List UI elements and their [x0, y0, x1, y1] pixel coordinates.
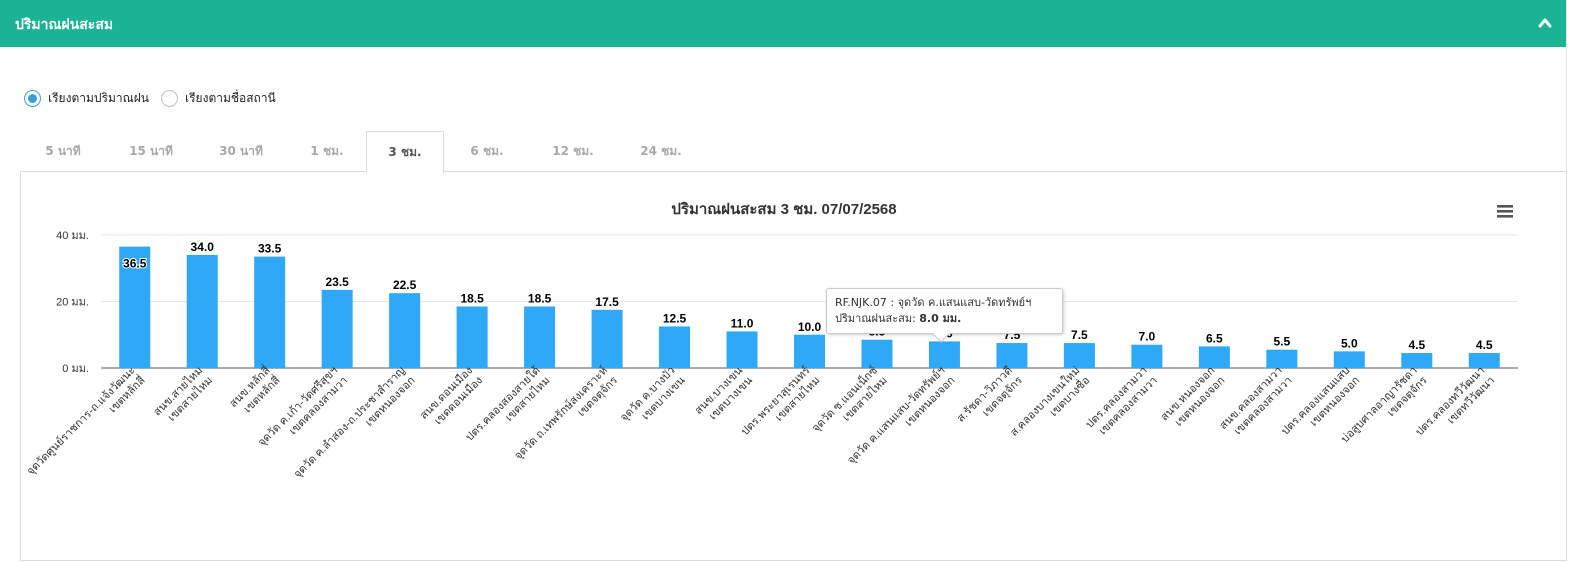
y-tick-label: 20 มม. — [56, 297, 89, 309]
panel-header: ปริมาณฝนสะสม — [0, 0, 1566, 47]
sort-by-rainfall-radio[interactable]: เรียงตามปริมาณฝน — [24, 88, 149, 108]
bar[interactable] — [186, 254, 218, 368]
bar[interactable] — [1198, 346, 1230, 368]
data-label: 4.5 — [1476, 338, 1493, 352]
y-tick-label: 40 มม. — [56, 230, 89, 242]
data-label: 10.0 — [798, 320, 822, 334]
tooltip-station: RF.NJK.07 : จุดวัด ค.แสนแสบ-วัดทรัพย์ฯ — [835, 296, 1032, 309]
chart-container: ปริมาณฝนสะสม 3 ชม. 07/07/2568 0 มม. 20 มม… — [20, 171, 1567, 561]
radio-button[interactable] — [161, 89, 178, 107]
tab-1-hour[interactable]: 1 ชม. — [310, 144, 344, 158]
x-tick-label: ปตร.พระยาสุเรนทร์เขตสายไหม — [738, 364, 822, 438]
radio-button[interactable] — [24, 89, 41, 107]
bar[interactable] — [1333, 351, 1365, 368]
data-label: 18.5 — [528, 291, 552, 305]
data-label: 4.5 — [1408, 338, 1425, 352]
bar[interactable] — [861, 339, 893, 368]
x-tick-label: ส.คลองบางเขนใหม่เขตบางซื่อ — [1007, 364, 1092, 439]
bar[interactable] — [524, 306, 556, 368]
data-label: 17.5 — [595, 295, 619, 309]
chart-title: ปริมาณฝนสะสม 3 ชม. 07/07/2568 — [671, 200, 896, 218]
bar[interactable] — [928, 341, 960, 368]
bar[interactable] — [119, 246, 151, 368]
tooltip-label: ปริมาณฝนสะสม: — [835, 312, 916, 325]
radio-label: เรียงตามชื่อสถานี — [185, 90, 276, 105]
x-tick-label-line: จุดวัดศูนย์ราชการ-ถ.แจ้งวัฒนะ — [24, 364, 138, 478]
data-label: 18.5 — [460, 291, 484, 305]
data-label: 12.5 — [663, 311, 687, 325]
bar[interactable] — [254, 256, 286, 368]
tooltip-value: 8.0 มม. — [919, 312, 962, 325]
radio-label: เรียงตามปริมาณฝน — [48, 90, 149, 105]
data-label: 7.5 — [1071, 328, 1088, 342]
bar[interactable] — [321, 289, 353, 368]
tab-12-hour[interactable]: 12 ชม. — [552, 144, 594, 158]
tab-24-hour[interactable]: 24 ชม. — [640, 144, 682, 158]
bar[interactable] — [659, 326, 691, 368]
chevron-up-icon[interactable] — [1536, 14, 1554, 32]
bar[interactable] — [456, 306, 488, 368]
x-tick-label: สนข.หลักสี่เขตหลักสี่ — [225, 362, 283, 415]
bar[interactable] — [1468, 353, 1500, 368]
bar[interactable] — [794, 334, 825, 368]
data-label: 7.0 — [1139, 330, 1156, 344]
tab-3-hour[interactable]: 3 ชม. — [366, 131, 444, 173]
tab-15-min[interactable]: 15 นาที — [129, 144, 173, 158]
y-tick-label: 0 มม. — [62, 363, 89, 375]
duration-tabs: 5 นาที 15 นาที 30 นาที 1 ชม. 3 ชม. 6 ชม.… — [21, 131, 1567, 173]
bar[interactable] — [726, 331, 758, 368]
sort-by-station-radio[interactable]: เรียงตามชื่อสถานี — [161, 88, 276, 108]
tab-6-hour[interactable]: 6 ชม. — [470, 144, 504, 158]
bar[interactable] — [1063, 343, 1095, 368]
data-label: 11.0 — [731, 316, 754, 330]
data-label: 36.5 — [123, 257, 147, 271]
tab-5-min[interactable]: 5 นาที — [45, 144, 81, 158]
chart-menu-icon[interactable] — [1496, 203, 1514, 219]
data-label: 23.5 — [325, 275, 349, 289]
rainfall-bar-chart: ปริมาณฝนสะสม 3 ชม. 07/07/2568 0 มม. 20 มม… — [24, 200, 1518, 481]
data-label: 5.0 — [1341, 336, 1358, 350]
data-label: 34.0 — [191, 240, 215, 254]
data-label: 22.5 — [393, 278, 417, 292]
panel-title: ปริมาณฝนสะสม — [15, 17, 114, 33]
bar[interactable] — [389, 293, 421, 368]
data-label: 33.5 — [258, 242, 282, 256]
bar[interactable] — [996, 343, 1028, 368]
data-label: 5.5 — [1273, 335, 1290, 349]
scrollbar-track[interactable] — [1566, 0, 1592, 550]
bar[interactable] — [1131, 344, 1163, 368]
bar[interactable] — [1266, 349, 1298, 368]
chart-tooltip: RF.NJK.07 : จุดวัด ค.แสนแสบ-วัดทรัพย์ฯ ป… — [826, 288, 1063, 343]
data-label: 6.5 — [1206, 331, 1223, 345]
tab-30-min[interactable]: 30 นาที — [219, 144, 263, 158]
bar[interactable] — [1401, 353, 1433, 368]
bar[interactable] — [591, 309, 623, 368]
